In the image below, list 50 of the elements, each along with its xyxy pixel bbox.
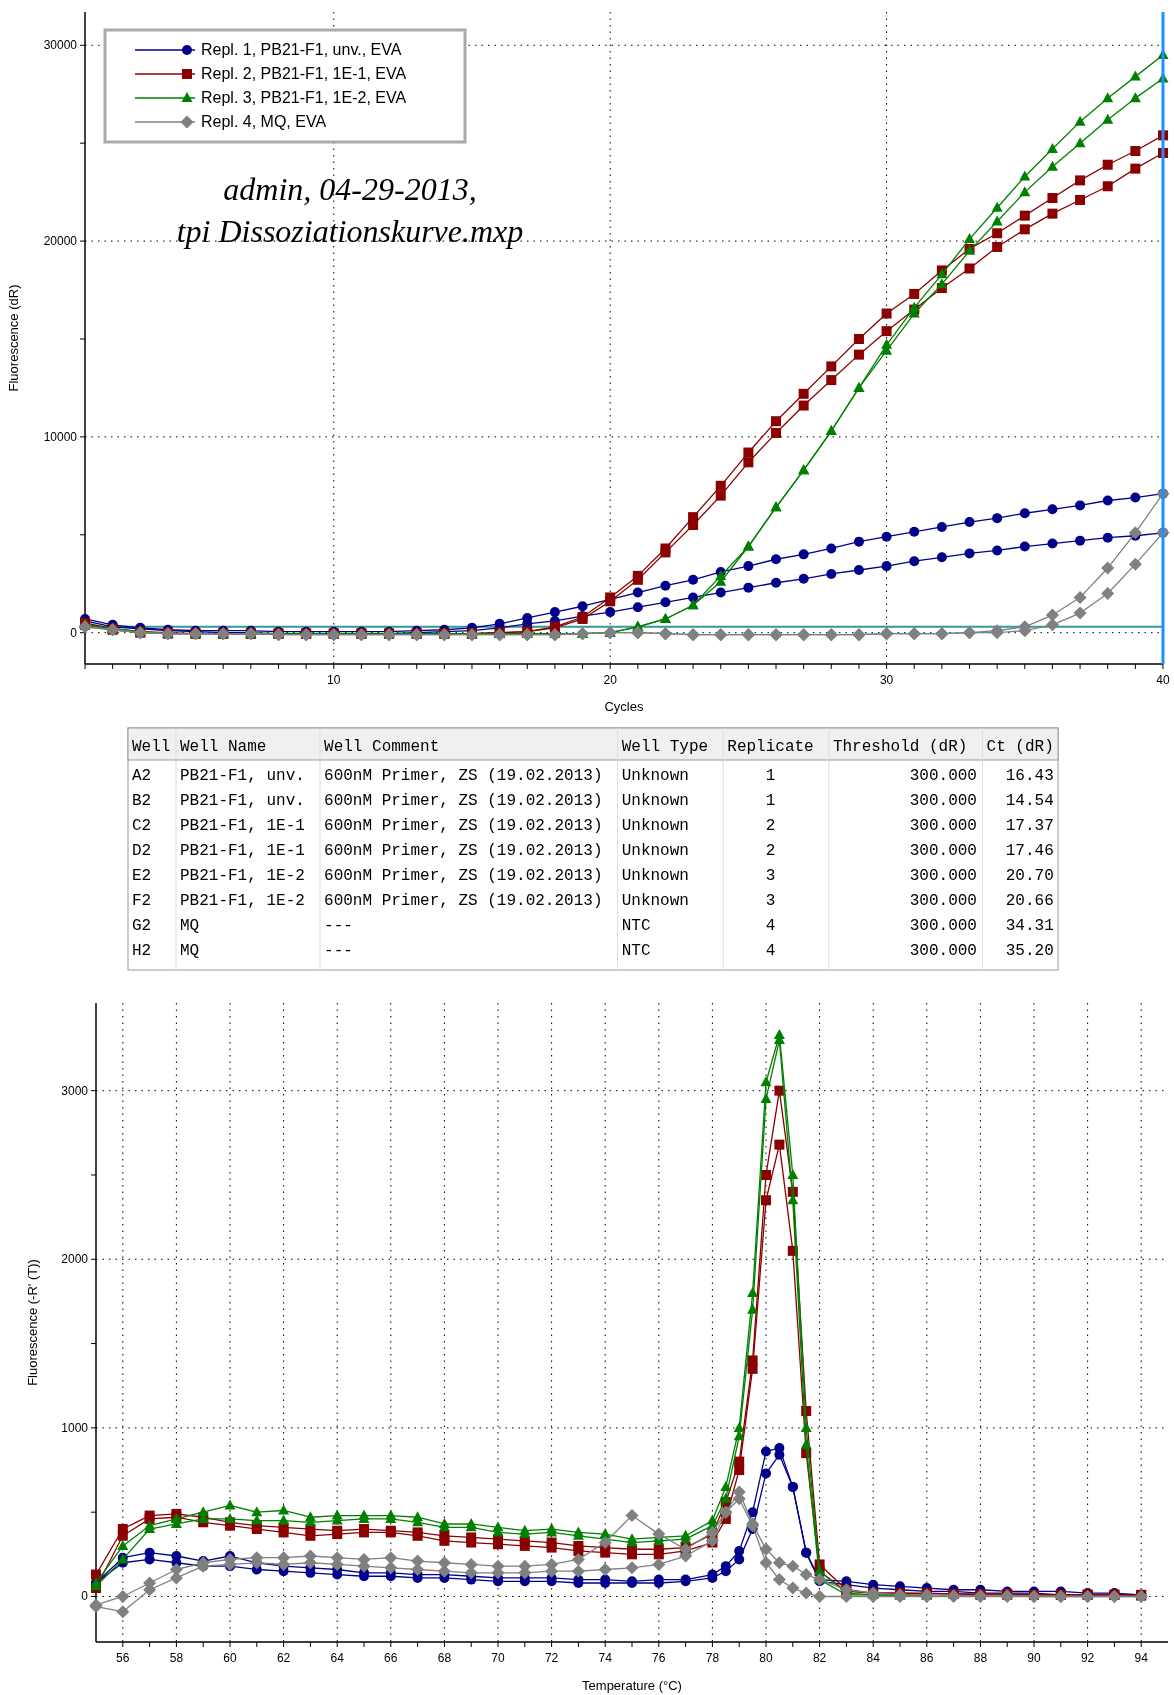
legend-label: Repl. 3, PB21-F1, 1E-2, EVA: [201, 89, 407, 106]
x-tick-label: 80: [759, 1651, 773, 1665]
x-tick-label: 92: [1080, 1651, 1095, 1665]
y-tick-label: 3000: [61, 1083, 89, 1098]
x-tick-label: 10: [327, 673, 341, 687]
y-tick-label: 10000: [43, 429, 78, 444]
y-axis-title: Fluorescence (dR): [6, 284, 21, 392]
y-tick-label: 0: [70, 625, 78, 640]
text: E2 PB21-F1, 1E-2 600nM Primer, ZS (19.02.2013) Unknown 3 300.000 20.70: [132, 867, 1054, 885]
x-tick-label: 88: [973, 1651, 988, 1665]
text: A2 PB21-F1, unv. 600nM Primer, ZS (19.02.2013) Unknown 1 300.000 16.43: [132, 767, 1054, 785]
x-tick-label: 40: [1156, 673, 1170, 687]
category-label: Well Well Name Well Comment Well Type Replicate Threshold (dR) Ct (dR): [132, 738, 1054, 756]
x-tick-label: 72: [544, 1651, 559, 1665]
x-tick-label: 86: [920, 1651, 934, 1665]
x-tick-label: 62: [276, 1651, 291, 1665]
x-tick-label: 90: [1027, 1651, 1041, 1665]
x-axis-title: Temperature (°C): [582, 1678, 682, 1693]
text: D2 PB21-F1, 1E-1 600nM Primer, ZS (19.02.2013) Unknown 2 300.000 17.46: [132, 842, 1054, 860]
x-tick-label: 70: [491, 1651, 505, 1665]
x-tick-label: 94: [1134, 1651, 1149, 1665]
y-axis-title: Fluorescence (-R' (T)): [25, 1259, 40, 1386]
text: C2 PB21-F1, 1E-1 600nM Primer, ZS (19.02.2013) Unknown 2 300.000 17.37: [132, 817, 1054, 835]
y-tick-label: 2000: [61, 1252, 89, 1267]
y-tick-label: 1000: [61, 1420, 89, 1435]
x-tick-label: 68: [437, 1651, 452, 1665]
text: F2 PB21-F1, 1E-2 600nM Primer, ZS (19.02.2013) Unknown 3 300.000 20.66: [132, 892, 1054, 910]
legend-label: Repl. 1, PB21-F1, unv., EVA: [201, 41, 402, 58]
legend-label: Repl. 4, MQ, EVA: [201, 113, 327, 130]
y-tick-label: 30000: [43, 38, 78, 53]
x-tick-label: 30: [879, 673, 894, 687]
legend-label: Repl. 2, PB21-F1, 1E-1, EVA: [201, 65, 407, 82]
x-tick-label: 64: [330, 1651, 345, 1665]
x-tick-label: 78: [705, 1651, 720, 1665]
x-tick-label: 56: [116, 1651, 130, 1665]
x-tick-label: 84: [866, 1651, 881, 1665]
annotation: admin, 04-29-2013, tpi Dissoziationskurve.mxp: [176, 171, 524, 249]
y-tick-label: 0: [81, 1589, 89, 1604]
x-tick-label: 58: [169, 1651, 184, 1665]
x-tick-label: 66: [384, 1651, 398, 1665]
text: B2 PB21-F1, unv. 600nM Primer, ZS (19.02.2013) Unknown 1 300.000 14.54: [132, 792, 1054, 810]
x-tick-label: 74: [598, 1651, 613, 1665]
x-axis-title: Cycles: [604, 699, 644, 714]
text: H2 MQ --- NTC 4 300.000 35.20: [132, 942, 1054, 960]
y-tick-label: 20000: [43, 234, 78, 249]
text: G2 MQ --- NTC 4 300.000 34.31: [132, 917, 1054, 935]
x-tick-label: 82: [812, 1651, 827, 1665]
x-tick-label: 60: [223, 1651, 237, 1665]
x-tick-label: 20: [603, 673, 618, 687]
x-tick-label: 76: [652, 1651, 666, 1665]
